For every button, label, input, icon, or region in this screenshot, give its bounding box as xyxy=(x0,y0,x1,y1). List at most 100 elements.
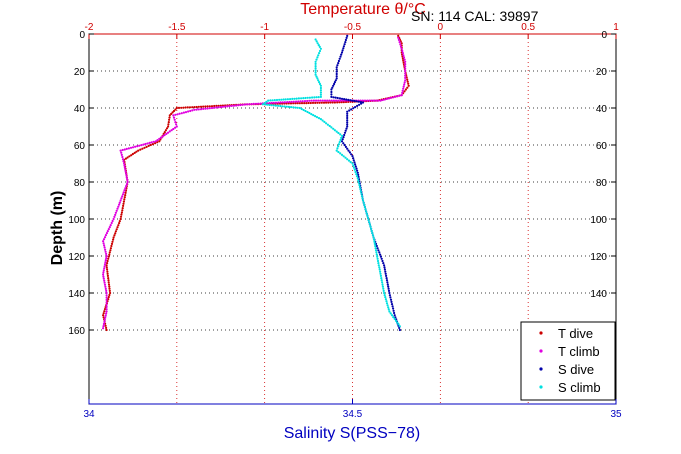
data-point xyxy=(315,96,318,99)
data-point xyxy=(357,179,360,182)
data-point xyxy=(384,298,387,301)
data-point xyxy=(387,306,390,309)
data-point xyxy=(115,228,118,231)
data-point xyxy=(152,140,155,143)
data-point xyxy=(407,82,410,85)
temperature-axis-title: Temperature θ/°C xyxy=(300,1,426,18)
data-point xyxy=(392,316,395,319)
data-point xyxy=(382,287,385,290)
depth-axis-label: Depth (m) xyxy=(49,191,66,266)
data-point xyxy=(388,310,391,313)
data-point xyxy=(376,259,380,263)
right-tick-label: 140 xyxy=(590,289,607,300)
data-point xyxy=(355,175,359,178)
data-point xyxy=(120,153,123,156)
data-point xyxy=(108,289,111,292)
data-point xyxy=(346,121,349,124)
data-point xyxy=(284,98,287,101)
data-point xyxy=(277,101,280,104)
data-point xyxy=(372,99,375,102)
data-point xyxy=(147,144,150,147)
data-point xyxy=(382,262,385,265)
data-point xyxy=(270,101,273,104)
data-point xyxy=(235,104,238,107)
data-point xyxy=(374,244,377,248)
data-point xyxy=(340,153,344,156)
left-tick-label: 60 xyxy=(74,141,86,152)
data-point xyxy=(126,180,129,184)
data-point xyxy=(369,225,372,228)
data-point xyxy=(373,242,376,245)
data-point xyxy=(330,88,333,91)
data-point xyxy=(328,124,331,128)
data-point xyxy=(314,69,317,72)
data-point xyxy=(122,204,125,207)
data-point xyxy=(339,138,342,142)
data-point xyxy=(314,71,317,74)
data-point xyxy=(387,287,390,290)
data-point xyxy=(406,78,409,81)
data-point xyxy=(339,99,342,102)
data-point xyxy=(343,133,346,137)
data-point xyxy=(311,101,315,104)
data-point xyxy=(320,101,323,104)
data-point xyxy=(102,271,105,274)
data-point xyxy=(396,95,399,98)
data-point xyxy=(124,168,127,171)
data-point xyxy=(379,274,382,277)
data-point xyxy=(154,142,157,145)
data-point xyxy=(350,108,353,111)
data-point xyxy=(265,100,268,103)
data-point xyxy=(318,45,321,49)
data-point xyxy=(208,105,211,108)
data-point xyxy=(341,138,344,141)
data-point xyxy=(335,75,338,78)
data-point xyxy=(300,97,303,100)
data-point xyxy=(340,140,344,143)
data-point xyxy=(151,143,154,146)
data-point xyxy=(384,272,387,275)
data-point xyxy=(368,221,371,224)
data-point xyxy=(385,279,389,282)
top-ticks: -2 -1.5 -1 -0.5 0 0.5 1 xyxy=(85,22,619,39)
bottom-tick-label: 34.5 xyxy=(343,409,363,420)
data-point xyxy=(356,177,359,180)
data-point xyxy=(398,328,401,332)
data-point xyxy=(118,220,121,223)
data-point xyxy=(103,318,106,321)
data-point xyxy=(102,269,105,272)
data-point xyxy=(381,285,384,288)
data-point xyxy=(344,145,347,148)
data-point xyxy=(246,103,249,106)
data-point xyxy=(332,84,335,87)
data-point xyxy=(172,127,175,131)
data-point xyxy=(342,136,345,139)
data-point xyxy=(116,226,119,229)
data-point xyxy=(357,181,360,184)
data-point xyxy=(359,188,362,191)
data-point xyxy=(344,129,347,132)
data-point xyxy=(102,238,106,241)
data-point xyxy=(269,99,272,102)
data-point xyxy=(118,201,121,204)
data-point xyxy=(197,108,200,111)
data-point xyxy=(120,213,123,216)
top-tick-label: 1 xyxy=(613,22,619,33)
data-point xyxy=(380,257,383,260)
data-point xyxy=(333,101,336,104)
data-point xyxy=(105,298,108,301)
data-point xyxy=(137,149,140,152)
data-point xyxy=(383,266,386,269)
data-point xyxy=(107,279,110,282)
legend-box xyxy=(520,321,616,401)
data-point xyxy=(237,104,240,107)
data-point xyxy=(354,106,357,109)
data-point xyxy=(385,300,388,303)
data-point xyxy=(114,232,117,235)
data-point xyxy=(352,159,355,162)
data-point xyxy=(114,211,117,214)
data-point xyxy=(131,152,134,156)
data-point xyxy=(402,56,406,59)
data-point xyxy=(377,264,380,267)
data-point xyxy=(116,207,119,210)
